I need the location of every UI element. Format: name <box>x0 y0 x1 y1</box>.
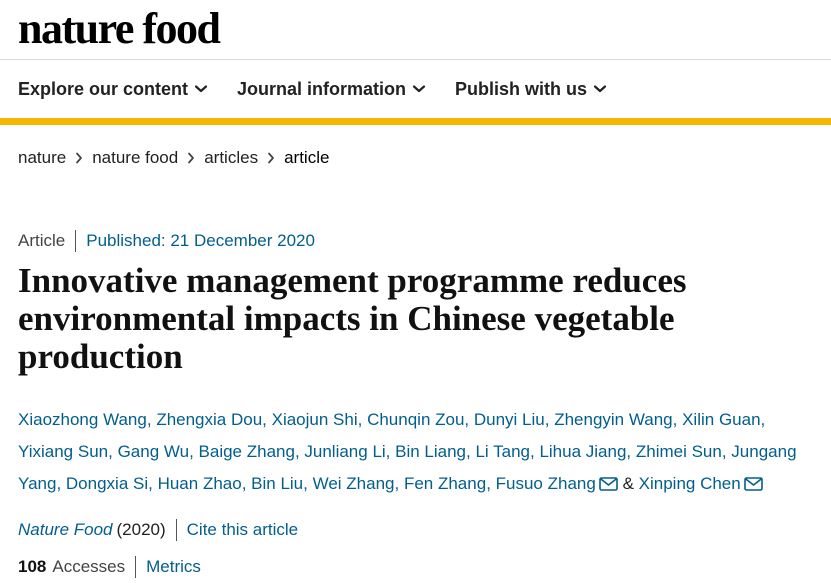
article-type: Article <box>18 231 66 250</box>
breadcrumb-item-article: article <box>284 148 330 167</box>
publication-year: (2020) <box>116 520 166 539</box>
author-link[interactable]: Huan Zhao <box>157 474 242 493</box>
author-link[interactable]: Gang Wu <box>117 442 190 461</box>
author-link[interactable]: Fen Zhang <box>403 474 487 493</box>
author-link[interactable]: Jungang Yang <box>18 442 797 493</box>
stats-row: 108 Accesses Metrics <box>18 556 201 578</box>
author-link[interactable]: Chunqin Zou <box>367 410 465 429</box>
author-link[interactable]: Wei Zhang <box>312 474 395 493</box>
author-link[interactable]: Junliang Li <box>304 442 386 461</box>
accent-bar <box>0 118 831 125</box>
corresponding-author-link[interactable]: Xinping Chen <box>638 474 741 493</box>
breadcrumb-item-nature[interactable]: nature <box>18 148 67 167</box>
chevron-down-icon <box>594 85 607 93</box>
chevron-down-icon <box>413 85 426 93</box>
nav-explore-our-content[interactable]: Explore our content <box>18 76 208 102</box>
stats-divider <box>135 556 137 578</box>
breadcrumb: nature nature food articles article <box>18 148 329 168</box>
article-title: Innovative management programme reduces … <box>18 261 687 376</box>
author-link[interactable]: Xilin Guan <box>682 410 761 429</box>
author-link[interactable]: Bin Liu <box>251 474 304 493</box>
nav-item-label: Journal information <box>237 79 407 99</box>
nav-publish-with-us[interactable]: Publish with us <box>455 76 607 102</box>
author-list: Xiaozhong Wang, Zhengxia Dou, Xiaojun Sh… <box>18 404 823 502</box>
main-nav: Explore our content Journal information … <box>18 76 636 102</box>
header-divider <box>0 59 831 60</box>
author-link[interactable]: Dunyi Liu <box>473 410 545 429</box>
published-date: Published: 21 December 2020 <box>86 231 315 250</box>
metrics-link[interactable]: Metrics <box>146 557 201 576</box>
chevron-right-icon <box>267 152 275 164</box>
site-logo[interactable]: nature food <box>18 4 221 53</box>
nav-item-label: Publish with us <box>455 79 588 99</box>
author-link[interactable]: Baige Zhang <box>198 442 295 461</box>
author-link[interactable]: Lihua Jiang <box>539 442 627 461</box>
author-link[interactable]: Zhengyin Wang <box>554 410 673 429</box>
cite-divider <box>175 519 177 541</box>
corresponding-author-link[interactable]: Fusuo Zhang <box>495 474 596 493</box>
article-meta: Article Published: 21 December 2020 <box>18 230 315 252</box>
author-link[interactable]: Li Tang <box>475 442 530 461</box>
meta-divider <box>75 230 77 252</box>
author-link[interactable]: Zhimei Sun <box>635 442 722 461</box>
cite-this-article-link[interactable]: Cite this article <box>186 520 299 539</box>
chevron-right-icon <box>187 152 195 164</box>
author-link[interactable]: Xiaojun Shi <box>271 410 358 429</box>
citation-row: Nature Food (2020) Cite this article <box>18 519 298 541</box>
author-ampersand: & <box>622 474 634 493</box>
nav-item-label: Explore our content <box>18 79 189 99</box>
chevron-right-icon <box>75 152 83 164</box>
author-link[interactable]: Dongxia Si <box>65 474 149 493</box>
accesses-label: Accesses <box>52 557 126 576</box>
accesses-count: 108 <box>18 557 47 576</box>
journal-name[interactable]: Nature Food <box>18 520 113 539</box>
breadcrumb-item-nature-food[interactable]: nature food <box>92 148 179 167</box>
breadcrumb-item-articles[interactable]: articles <box>204 148 259 167</box>
mail-icon[interactable] <box>599 470 618 502</box>
chevron-down-icon <box>195 85 208 93</box>
nav-journal-information[interactable]: Journal information <box>237 76 426 102</box>
author-link[interactable]: Yixiang Sun <box>18 442 109 461</box>
author-link[interactable]: Zhengxia Dou <box>156 410 263 429</box>
mail-icon[interactable] <box>743 470 763 502</box>
author-link[interactable]: Xiaozhong Wang <box>18 410 147 429</box>
author-link[interactable]: Bin Liang <box>395 442 467 461</box>
